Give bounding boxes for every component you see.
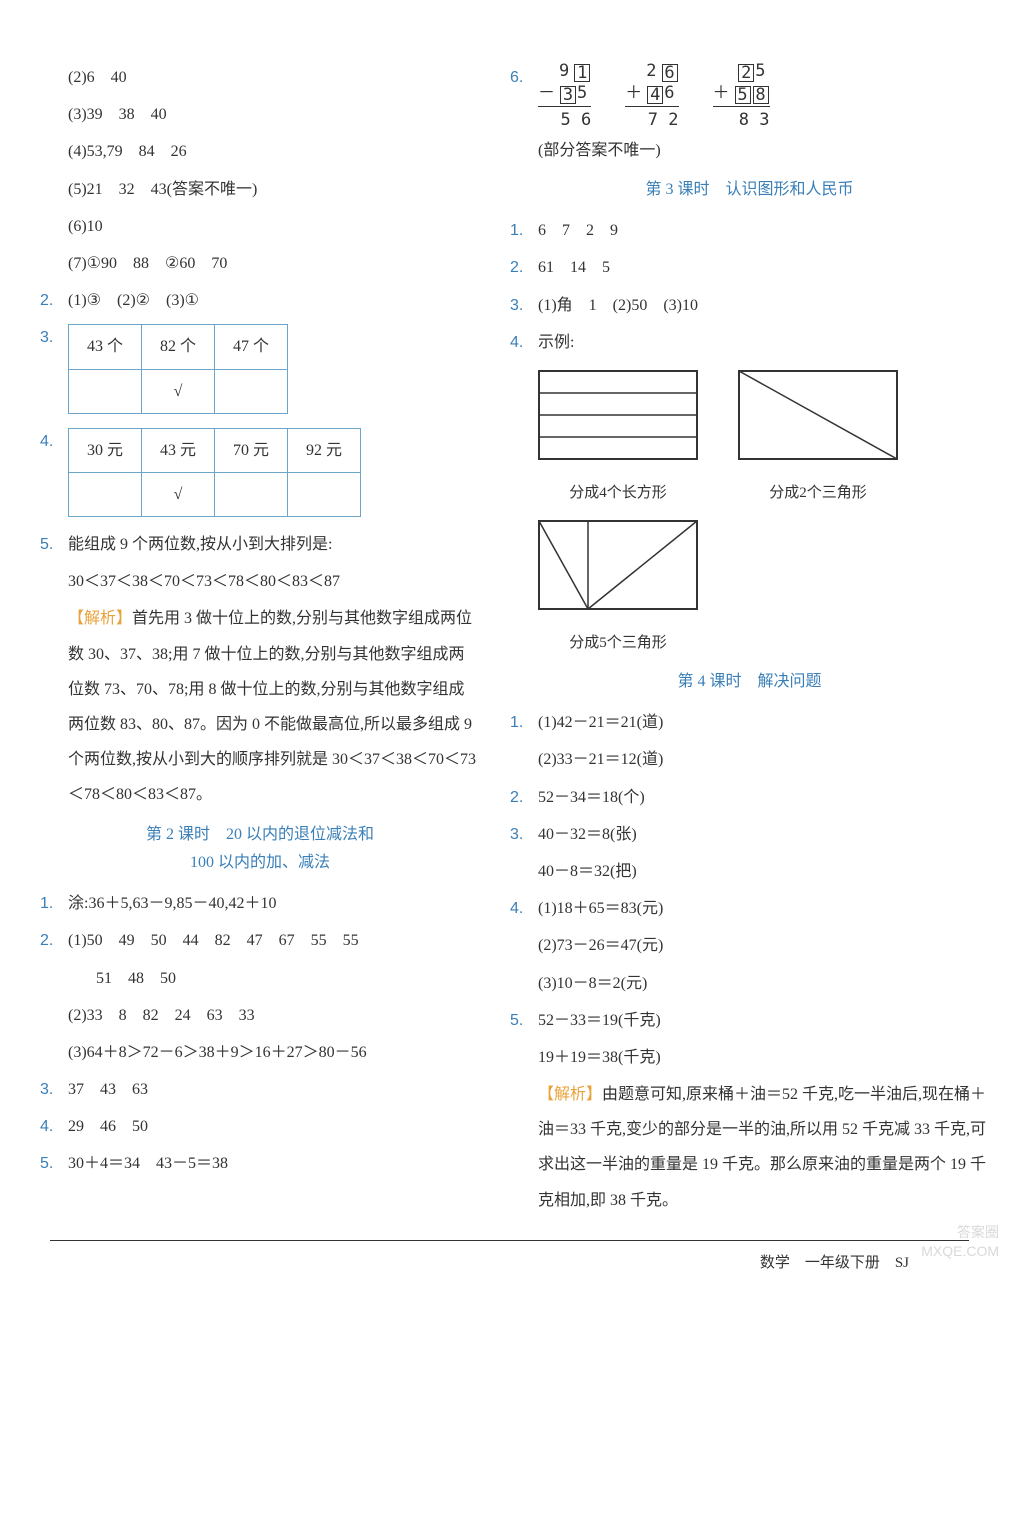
section-title-lesson4: 第 4 课时 解决问题 (510, 668, 989, 697)
question-number: 1. (510, 705, 538, 740)
table-cell: 30 元 (69, 428, 142, 472)
shape-caption: 分成2个三角形 (738, 477, 898, 510)
answer-text: 涂:36＋5,63－9,85－40,42＋10 (68, 886, 480, 921)
vertical-problem: 25 ＋58 8 3 (713, 60, 770, 131)
question-number: 4. (510, 325, 538, 360)
answer-text: (1)③ (2)② (3)① (68, 283, 480, 318)
table-cell: 43 元 (142, 428, 215, 472)
question-number: 1. (510, 213, 538, 248)
answer-text: 能组成 9 个两位数,按从小到大排列是: (68, 527, 480, 562)
question-number: 2. (40, 283, 68, 318)
answer-text: (1)18＋65＝83(元) (538, 891, 989, 926)
answer-line: (5)21 32 43(答案不唯一) (40, 172, 480, 207)
section-title-lesson2: 第 2 课时 20 以内的退位减法和 100 以内的加、减法 (40, 821, 480, 879)
answer-table-q3: 43 个 82 个 47 个 √ (68, 324, 288, 413)
analysis-text: 首先用 3 做十位上的数,分别与其他数字组成两位数 30、37、38;用 7 做… (68, 610, 476, 803)
shape-caption: 分成5个三角形 (538, 627, 698, 660)
answer-text: (2)73－26＝47(元) (510, 928, 989, 963)
answer-text: 52－34＝18(个) (538, 780, 989, 815)
question-number: 2. (510, 780, 538, 815)
vertical-problem: 91 －35 5 6 (538, 60, 591, 131)
section-title-lesson3: 第 3 课时 认识图形和人民币 (510, 176, 989, 205)
answer-text: 37 43 63 (68, 1072, 480, 1107)
shape-example-3: 分成5个三角形 (538, 520, 698, 660)
table-cell (215, 369, 288, 413)
answer-text: (3)64＋8＞72－6＞38＋9＞16＋27＞80－56 (40, 1035, 480, 1070)
answer-text: 29 46 50 (68, 1109, 480, 1144)
answer-text: 示例: (538, 325, 989, 360)
table-cell: 70 元 (215, 428, 288, 472)
answer-text: 40－32＝8(张) (538, 817, 989, 852)
question-number: 4. (40, 424, 68, 459)
answer-line: (2)6 40 (40, 60, 480, 95)
answer-text: (3)10－8＝2(元) (510, 966, 989, 1001)
answer-text: 52－33＝19(千克) (538, 1003, 989, 1038)
question-number: 3. (510, 817, 538, 852)
answer-text: (2)33 8 82 24 63 33 (40, 998, 480, 1033)
table-cell (69, 472, 142, 516)
answer-line: (3)39 38 40 (40, 97, 480, 132)
question-number: 5. (40, 527, 68, 562)
analysis-text: 由题意可知,原来桶＋油＝52 千克,吃一半油后,现在桶＋油＝33 千克,变少的部… (538, 1086, 986, 1209)
shape-example-1: 分成4个长方形 (538, 370, 698, 510)
table-cell (69, 369, 142, 413)
analysis-label: 【解析】 (68, 610, 132, 627)
page-footer: 数学 一年级下册 SJ (50, 1240, 969, 1280)
table-cell: 47 个 (215, 325, 288, 369)
table-cell: 43 个 (69, 325, 142, 369)
question-number: 6. (510, 60, 538, 95)
answer-text: (2)33－21＝12(道) (510, 742, 989, 777)
question-number: 2. (40, 923, 68, 958)
analysis-block: 【解析】由题意可知,原来桶＋油＝52 千克,吃一半油后,现在桶＋油＝33 千克,… (510, 1077, 989, 1218)
vertical-problem: 26 ＋46 7 2 (625, 60, 678, 131)
question-number: 3. (510, 288, 538, 323)
question-number: 4. (510, 891, 538, 926)
analysis-label: 【解析】 (538, 1086, 602, 1103)
table-cell-check: √ (142, 472, 215, 516)
shape-example-2: 分成2个三角形 (738, 370, 898, 510)
answer-text: 19＋19＝38(千克) (510, 1040, 989, 1075)
answer-text: 40－8＝32(把) (510, 854, 989, 889)
shape-rect-5triangles-icon (538, 520, 698, 610)
answer-text: (1)42－21＝21(道) (538, 705, 989, 740)
table-cell-check: √ (142, 369, 215, 413)
question-number: 3. (40, 320, 68, 355)
question-number: 4. (40, 1109, 68, 1144)
question-number: 5. (40, 1146, 68, 1181)
question-number: 1. (40, 886, 68, 921)
answer-line: (7)①90 88 ②60 70 (40, 246, 480, 281)
question-number: 5. (510, 1003, 538, 1038)
answer-text: (1)50 49 50 44 82 47 67 55 55 (68, 923, 480, 958)
answer-line: (6)10 (40, 209, 480, 244)
analysis-block: 【解析】首先用 3 做十位上的数,分别与其他数字组成两位数 30、37、38;用… (40, 601, 480, 812)
question-number: 2. (510, 250, 538, 285)
answer-text: 30＋4＝34 43－5＝38 (68, 1146, 480, 1181)
answer-text: 61 14 5 (538, 250, 989, 285)
answer-text: 51 48 50 (40, 961, 480, 996)
note-text: (部分答案不唯一) (510, 133, 989, 168)
answer-table-q4: 30 元 43 元 70 元 92 元 √ (68, 428, 361, 517)
answer-text: (1)角 1 (2)50 (3)10 (538, 288, 989, 323)
shape-rect-4parts-icon (538, 370, 698, 460)
shape-rect-2triangles-icon (738, 370, 898, 460)
answer-text: 30＜37＜38＜70＜73＜78＜80＜83＜87 (40, 564, 480, 599)
shape-caption: 分成4个长方形 (538, 477, 698, 510)
question-number: 3. (40, 1072, 68, 1107)
table-cell (215, 472, 288, 516)
vertical-math-group: 91 －35 5 6 26 ＋46 7 2 25 ＋58 8 3 (538, 60, 989, 131)
answer-line: (4)53,79 84 26 (40, 134, 480, 169)
watermark: 答案圈 MXQE.COM (921, 1223, 999, 1259)
answer-text: 6 7 2 9 (538, 213, 989, 248)
table-cell (288, 472, 361, 516)
table-cell: 92 元 (288, 428, 361, 472)
table-cell: 82 个 (142, 325, 215, 369)
